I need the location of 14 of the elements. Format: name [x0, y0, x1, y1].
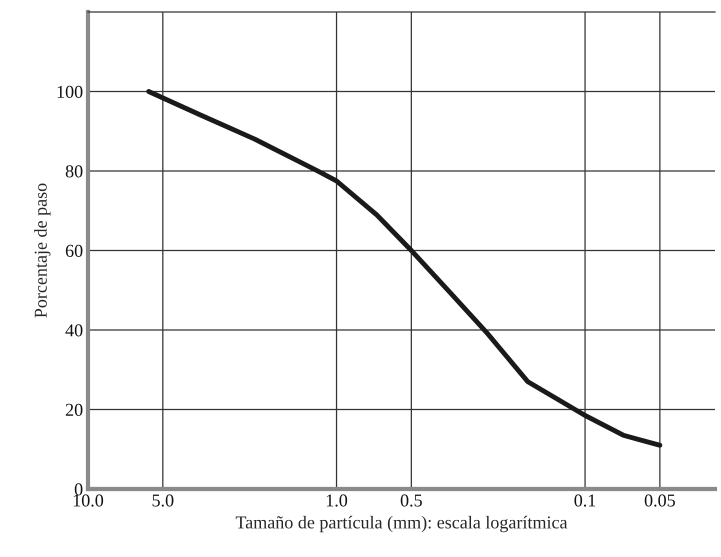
x-axis-title: Tamaño de partícula (mm): escala logarítmica	[236, 516, 568, 532]
x-tick-label: 0.05	[644, 494, 675, 507]
y-tick-label: 20	[66, 404, 82, 416]
x-tick-label: 0.1	[574, 494, 596, 507]
x-tick-label: 1.0	[326, 494, 348, 507]
y-tick-label: 100	[58, 86, 82, 98]
y-tick-label: 40	[65, 324, 82, 336]
y-axis-title: Porcentaje de paso	[34, 184, 50, 318]
y-tick-label: 80	[66, 165, 82, 178]
x-tick-label: 5.0	[152, 494, 174, 507]
x-tick-label: 10.0	[74, 494, 104, 507]
x-tick-label: 0.5	[400, 494, 422, 507]
y-tick-label: 60	[66, 244, 82, 257]
y-tick-label: 0	[74, 483, 82, 496]
